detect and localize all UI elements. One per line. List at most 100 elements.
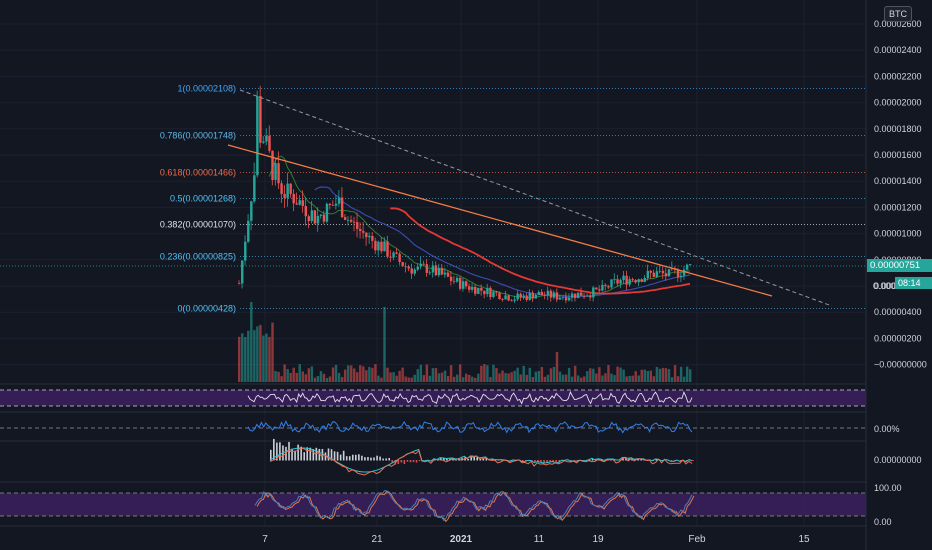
volume-bar <box>377 375 380 382</box>
volume-bar <box>368 367 371 382</box>
candle-body <box>401 261 404 267</box>
volume-bar <box>301 371 304 382</box>
candle-body <box>362 231 365 233</box>
macd-bar <box>470 456 472 461</box>
volume-bar <box>646 370 650 382</box>
price-axis[interactable]: 0.00002600 0.00002400 0.00002200 0.00002000… <box>874 19 927 370</box>
candle-body <box>398 253 401 262</box>
macd-bar <box>549 460 551 463</box>
candle-body <box>256 96 259 176</box>
macd-bar <box>555 460 557 463</box>
volume-bar <box>277 371 280 382</box>
candle-body <box>340 197 344 218</box>
volume-bar <box>304 374 308 382</box>
macd-bar <box>670 460 673 462</box>
macd-bar <box>640 459 642 461</box>
candle-body <box>250 201 253 221</box>
candle-body <box>440 267 444 275</box>
candle-body <box>601 284 604 291</box>
price-tick-label: 0.00002400 <box>874 45 922 55</box>
macd-bar <box>367 457 369 461</box>
currency-unit-badge[interactable]: BTC <box>884 6 912 22</box>
volume-bar <box>673 365 677 382</box>
trendline-solid[interactable] <box>227 144 773 297</box>
volume-bar <box>286 369 289 382</box>
oscillator-2-line <box>247 420 693 434</box>
time-tick-label: 21 <box>371 534 383 545</box>
candle-body <box>519 293 522 298</box>
volume-bar <box>422 375 426 382</box>
price-tick-label: 0.00002200 <box>874 71 922 81</box>
macd-bar <box>418 460 421 462</box>
volume-bar <box>262 335 265 382</box>
volume-bar <box>325 377 329 382</box>
candle-body <box>516 293 519 300</box>
macd-bar <box>476 457 479 461</box>
candle-body <box>510 300 513 302</box>
volume-bar <box>256 326 259 382</box>
volume-bar <box>268 336 271 382</box>
time-axis[interactable]: 7 21 2021 11 19 Feb 15 <box>262 534 810 545</box>
macd-bar <box>443 458 445 461</box>
volume-bar <box>595 373 598 382</box>
candle-body <box>322 214 326 222</box>
candle-body <box>434 265 438 276</box>
macd-bar <box>303 452 305 461</box>
fib-level-label: 1(0.00002108) <box>177 83 236 93</box>
candle-body <box>310 210 314 222</box>
candle-body <box>389 256 392 258</box>
macd-bar <box>594 459 597 461</box>
volume-bar <box>607 365 610 382</box>
volume-bar <box>576 375 580 382</box>
volume-bar <box>343 369 347 382</box>
macd-bar <box>540 460 542 463</box>
macd-bar <box>400 460 403 463</box>
candle-body <box>643 277 646 282</box>
time-tick-label: Feb <box>688 534 706 545</box>
volume-bar <box>552 366 556 382</box>
volume-bar <box>679 366 683 382</box>
volume-bar <box>380 377 383 382</box>
candle-body <box>374 240 377 251</box>
candle-body <box>640 279 643 282</box>
candle-body <box>377 241 380 251</box>
volume-bar <box>392 372 395 382</box>
macd-bar <box>473 457 476 461</box>
volume-bar <box>346 365 350 382</box>
fib-level-label: 0.786(0.00001748) <box>160 131 236 141</box>
price-tick-label: 0.00000400 <box>874 307 922 317</box>
candle-body <box>613 279 616 280</box>
candle-body <box>437 267 441 276</box>
trendline-dashed[interactable] <box>239 89 833 307</box>
volume-bar <box>688 369 692 382</box>
macd-bar <box>655 459 658 461</box>
macd-bar <box>543 460 545 463</box>
candle-body <box>331 204 335 206</box>
volume-bar <box>295 372 298 382</box>
macd-bar <box>358 454 360 461</box>
macd-bar <box>351 454 354 461</box>
volume-bar <box>289 372 292 382</box>
macd-bar <box>348 456 351 461</box>
macd-bar <box>324 452 327 461</box>
volume-bar <box>455 374 459 382</box>
volume-bar <box>386 367 389 382</box>
volume-bar <box>592 368 595 382</box>
fib-level-label: 0.236(0.00000825) <box>160 252 236 262</box>
candle-body <box>307 216 311 222</box>
panel5-top-label: 100.00 <box>874 483 902 493</box>
candle-body <box>286 183 289 198</box>
macd-bar <box>385 458 387 461</box>
candle-body <box>592 287 595 298</box>
volume-bar <box>637 375 640 382</box>
candle-body <box>573 293 577 299</box>
volume-bar <box>625 376 628 382</box>
fib-retracement[interactable]: 1(0.00002108) 0.786(0.00001748) 0.618(0.00… <box>160 83 866 314</box>
candle-body <box>328 203 332 205</box>
candle-body <box>498 292 501 300</box>
macd-bar <box>412 460 415 463</box>
volume-bar <box>598 367 601 382</box>
macd-bar <box>479 458 482 461</box>
volume-bar <box>353 368 356 382</box>
